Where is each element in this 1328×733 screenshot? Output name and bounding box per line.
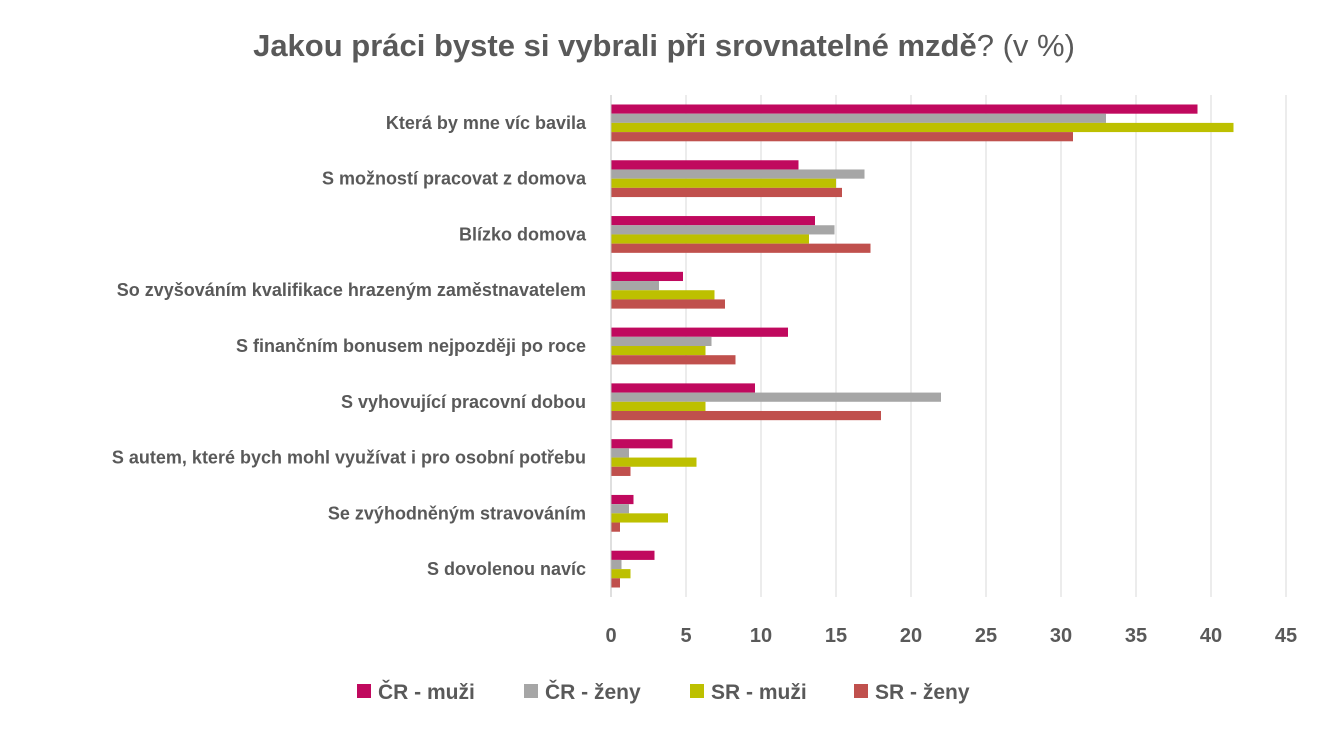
bar: [611, 216, 815, 226]
legend: ČR - muži ČR - ženy SR - muži SR - ženy: [357, 680, 970, 704]
bar: [611, 569, 631, 579]
bar: [611, 234, 809, 244]
bar: [611, 522, 620, 532]
x-tick-label: 40: [1200, 625, 1222, 647]
bar: [611, 550, 655, 560]
chart-title-main: Jakou práci byste si vybrali při srovnat…: [253, 28, 977, 63]
x-tick-label: 5: [680, 625, 691, 647]
legend-label: ČR - ženy: [545, 680, 641, 704]
bar: [611, 513, 668, 523]
x-tick-label: 35: [1125, 625, 1147, 647]
category-label: S dovolenou navíc: [427, 559, 586, 579]
bar: [611, 401, 706, 411]
x-tick-label: 45: [1275, 625, 1297, 647]
x-tick-label: 20: [900, 625, 922, 647]
bar: [611, 327, 788, 337]
bar: [611, 392, 941, 402]
bar: [611, 243, 871, 253]
bar: [611, 410, 881, 421]
bar: [611, 559, 622, 570]
bar: [611, 169, 865, 179]
bar: [611, 504, 629, 514]
bar: [611, 336, 712, 346]
bar: [611, 346, 706, 356]
bar: [611, 448, 629, 458]
chart-title-suffix: ? (v %): [977, 28, 1075, 63]
legend-swatch: [854, 684, 868, 698]
bar: [611, 299, 725, 309]
legend-label: SR - ženy: [875, 681, 970, 704]
bar: [611, 132, 1073, 142]
category-label: Která by mne víc bavila: [386, 113, 587, 133]
category-label: Blízko domova: [459, 224, 587, 244]
category-labels: Která by mne víc bavila S možností pracov…: [112, 113, 587, 579]
legend-swatch: [690, 684, 704, 698]
bar: [611, 178, 836, 188]
bar: [611, 104, 1198, 114]
category-label: S finančním bonusem nejpozději po roce: [236, 336, 586, 356]
x-tick-label: 30: [1050, 625, 1072, 647]
category-label: Se zvýhodněným stravováním: [328, 503, 586, 523]
bar: [611, 187, 842, 198]
bar: [611, 383, 755, 393]
x-tick-label: 15: [825, 625, 847, 647]
bar: [611, 113, 1106, 123]
category-label: S možností pracovat z domova: [322, 169, 587, 189]
x-tick-label: 0: [605, 625, 616, 647]
legend-swatch: [357, 684, 371, 698]
legend-label: ČR - muži: [378, 680, 475, 704]
category-label: So zvyšováním kvalifikace hrazeným zaměs…: [117, 280, 586, 300]
bar: [611, 160, 799, 170]
bar: [611, 439, 673, 449]
category-label: S autem, které bych mohl využívat i pro …: [112, 448, 586, 468]
x-tick-label: 25: [975, 625, 997, 647]
bar: [611, 355, 736, 365]
legend-swatch: [524, 684, 538, 698]
bar: [611, 225, 835, 235]
bar: [611, 494, 634, 505]
x-tick-label: 10: [750, 625, 772, 647]
bar: [611, 457, 697, 467]
category-label: S vyhovující pracovní dobou: [341, 392, 586, 412]
bar: [611, 281, 659, 291]
x-tick-labels: 0 5 10 15 20 25 30 35 40 45: [605, 625, 1297, 647]
chart-title: Jakou práci byste si vybrali při srovnat…: [253, 28, 1075, 63]
bar: [611, 466, 631, 476]
bar: [611, 578, 620, 588]
bars: [611, 104, 1234, 588]
legend-label: SR - muži: [711, 681, 807, 704]
bar: [611, 271, 683, 282]
bar: [611, 122, 1234, 133]
bar: [611, 290, 715, 300]
